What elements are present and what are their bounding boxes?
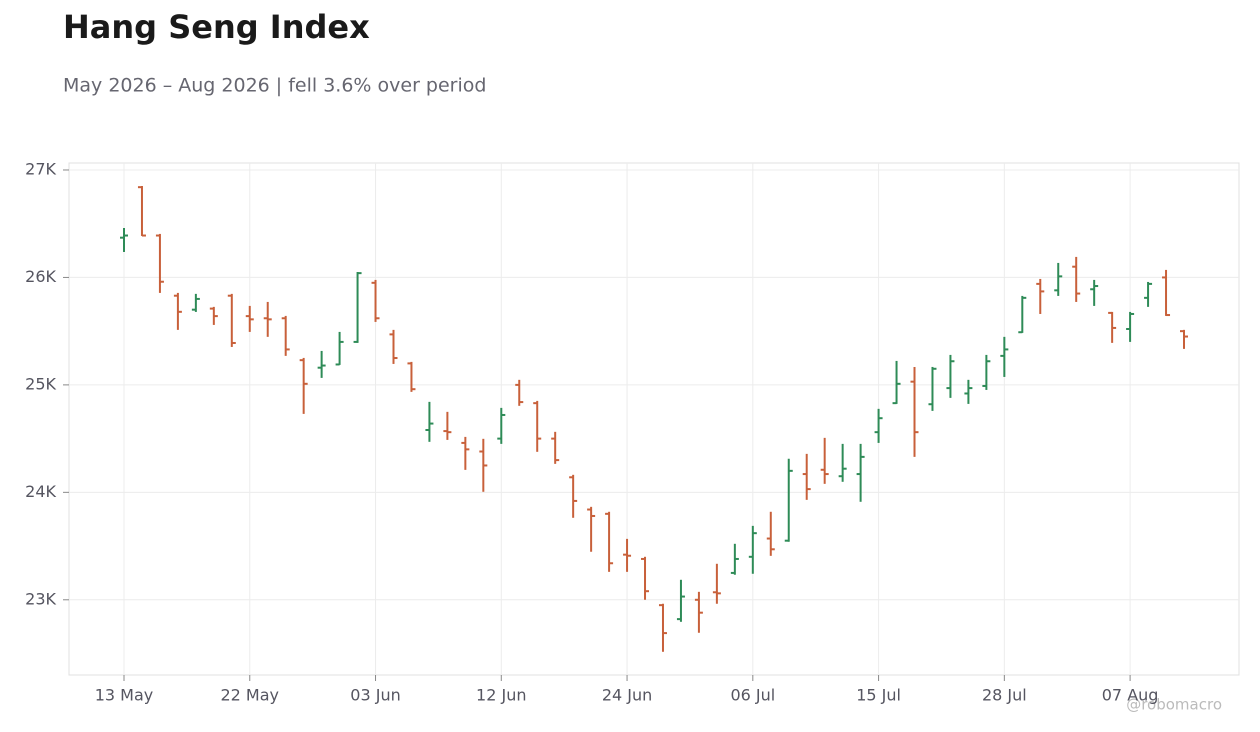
y-tick-label: 24K	[25, 482, 56, 501]
x-tick-label: 12 Jun	[476, 686, 526, 705]
chart-subtitle: May 2026 – Aug 2026 | fell 3.6% over per…	[63, 75, 486, 97]
x-tick-label: 15 Jul	[856, 686, 901, 705]
watermark: @robomacro	[1126, 696, 1222, 714]
x-tick-label: 24 Jun	[602, 686, 652, 705]
y-tick-label: 27K	[25, 159, 56, 178]
x-tick-label: 22 May	[220, 686, 279, 705]
y-tick-label: 26K	[25, 267, 56, 286]
x-tick-label: 03 Jun	[350, 686, 400, 705]
x-tick-label: 28 Jul	[982, 686, 1027, 705]
x-tick-label: 13 May	[95, 686, 154, 705]
y-tick-label: 25K	[25, 374, 56, 393]
plot-frame	[68, 162, 1240, 676]
x-tick-label: 07 Aug	[1102, 686, 1159, 705]
y-tick-label: 23K	[25, 589, 56, 608]
chart-title: Hang Seng Index	[63, 8, 370, 46]
x-tick-label: 06 Jul	[730, 686, 775, 705]
